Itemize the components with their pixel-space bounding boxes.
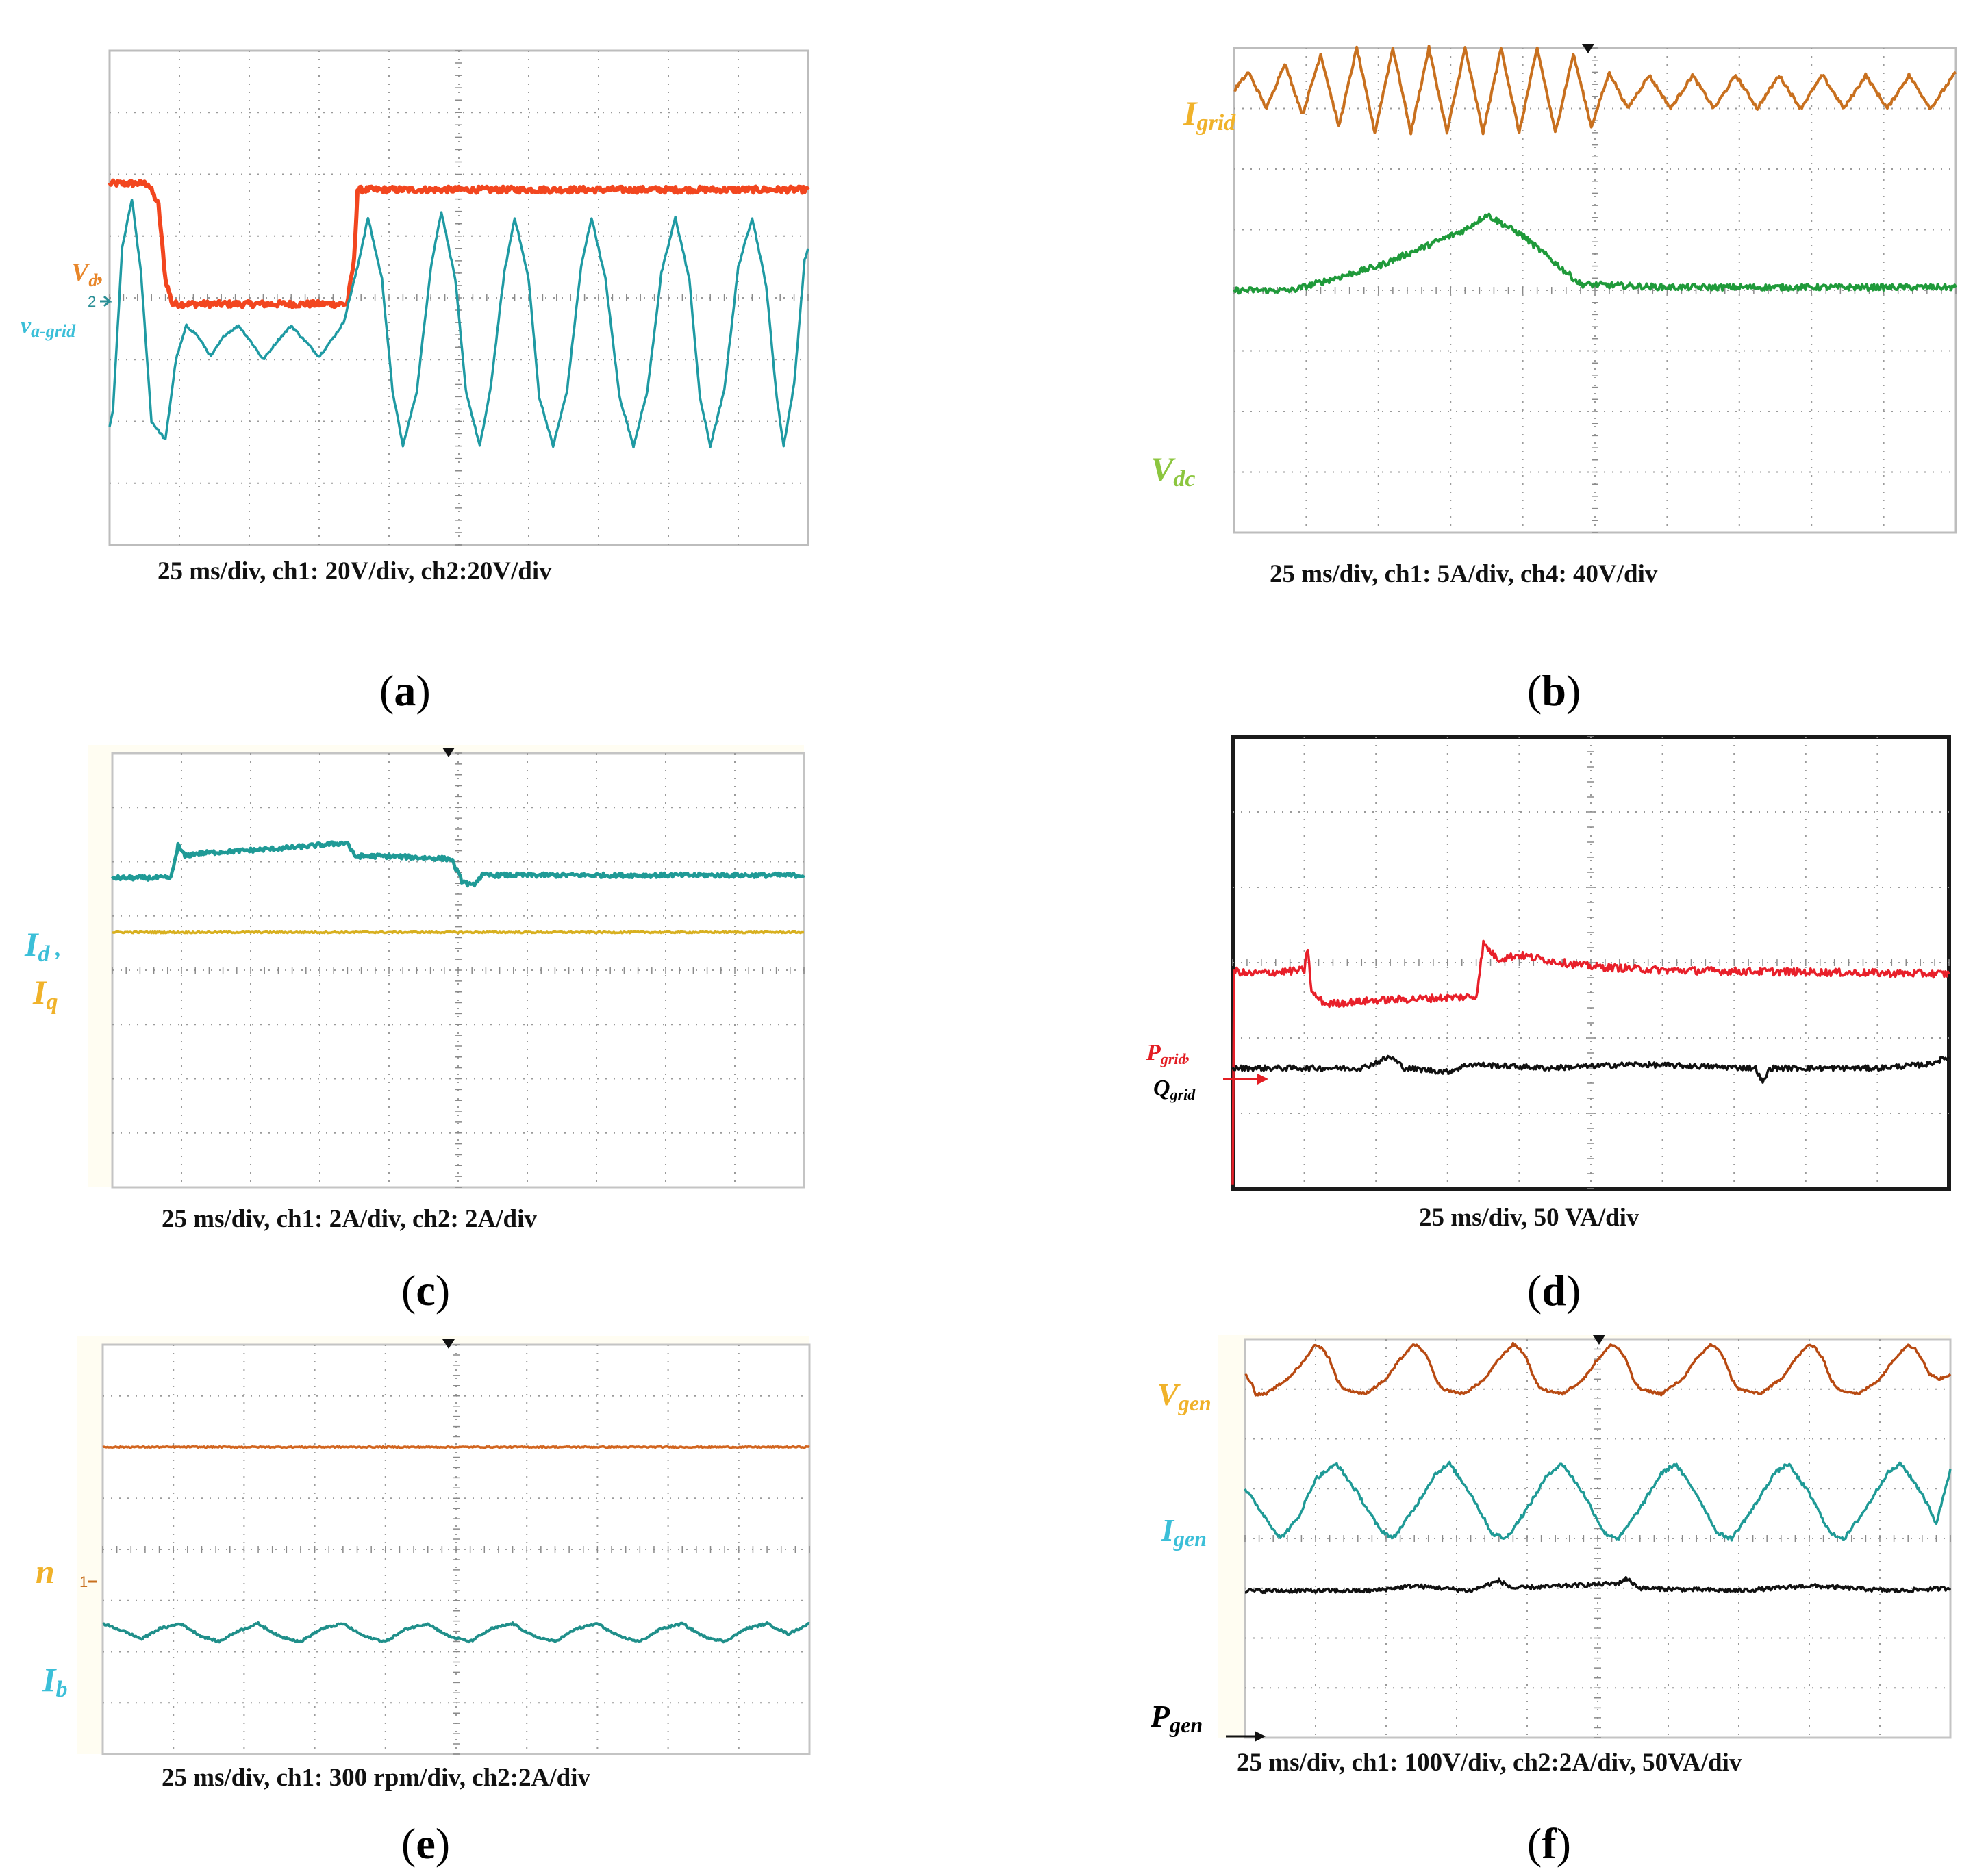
- panel-a-label: (a): [379, 666, 431, 715]
- panel-a-center-ticks: [109, 50, 809, 546]
- panel-a-caption: 25 ms/div, ch1: 20V/div, ch2:20V/div: [158, 557, 552, 585]
- panel-d-label-qgrid: Qgrid: [1153, 1076, 1196, 1103]
- panel-c-label-iq: Iq: [32, 973, 58, 1015]
- panel-d-grid: [1232, 736, 1950, 1189]
- panel-d-pointer-arrow-icon: [1257, 1074, 1268, 1085]
- panel-f-label-vgen: Vgen: [1157, 1377, 1211, 1415]
- panel-b-label-vdc: Vdc: [1151, 450, 1195, 492]
- panel-d-caption: 25 ms/div, 50 VA/div: [1419, 1204, 1639, 1232]
- panel-d-center-ticks: [1232, 736, 1950, 1189]
- panel-b-label: (b): [1527, 666, 1581, 715]
- panel-f: Vgen Igen Pgen 25 ms/div, ch1: 100V/div,…: [1150, 1335, 1952, 1868]
- panel-e-trigger-icon: [442, 1339, 455, 1349]
- panel-e-caption: 25 ms/div, ch1: 300 rpm/div, ch2:2A/div: [162, 1764, 590, 1792]
- panel-c: Id , Iq 25 ms/div, ch1: 2A/div, ch2: 2A/…: [24, 745, 805, 1315]
- panel-e-channel-marker: 1: [79, 1573, 88, 1590]
- panel-c-center-ticks: [112, 752, 805, 1188]
- panel-e-traces: [102, 1445, 810, 1644]
- panel-d-traces: [1231, 939, 1950, 1185]
- panel-b-trigger-icon: [1582, 44, 1594, 53]
- panel-f-caption: 25 ms/div, ch1: 100V/div, ch2:2A/div, 50…: [1237, 1749, 1742, 1777]
- panel-b-label-igrid: Igrid: [1183, 94, 1236, 136]
- panel-b-caption: 25 ms/div, ch1: 5A/div, ch4: 40V/div: [1270, 560, 1658, 588]
- panel-c-traces: [110, 840, 805, 935]
- panel-b-grid: [1233, 47, 1957, 533]
- panel-a: Vd, va-grid 2 25 ms/div, ch1: 20V/div, c…: [21, 49, 810, 715]
- panel-e: n 1 Ib 25 ms/div, ch1: 300 rpm/div, ch2:…: [36, 1336, 811, 1868]
- panel-c-caption: 25 ms/div, ch1: 2A/div, ch2: 2A/div: [162, 1205, 537, 1233]
- panel-b-trace-igrid: [1233, 45, 1957, 136]
- panel-f-traces: [1244, 1341, 1952, 1595]
- panel-a-ground-arrow-icon: [100, 295, 112, 307]
- panel-a-label-va-grid: va-grid: [21, 313, 76, 341]
- panel-a-trace-va-grid: [108, 199, 809, 449]
- panel-c-trace-id: [110, 840, 805, 888]
- panel-f-trace-vgen: [1244, 1341, 1952, 1397]
- panel-a-traces: [108, 178, 810, 449]
- panel-c-trace-iq: [112, 930, 805, 935]
- panel-a-channel-marker: 2: [88, 293, 96, 310]
- panel-f-trace-pgen: [1244, 1576, 1952, 1595]
- panel-d-label-pgrid: Pgrid,: [1146, 1040, 1190, 1067]
- panel-d-trace-qgrid: [1231, 1054, 1950, 1084]
- panel-f-label-igen: Igen: [1161, 1512, 1207, 1551]
- panel-a-grid: [109, 50, 809, 546]
- panel-c-trigger-icon: [442, 748, 455, 757]
- panel-e-trace-n: [102, 1445, 810, 1449]
- panel-b-trace-vdc: [1233, 212, 1957, 295]
- panel-f-trace-igen: [1244, 1460, 1952, 1542]
- panel-c-label: (c): [401, 1266, 450, 1315]
- panel-b: Igrid Vdc 25 ms/div, ch1: 5A/div, ch4: 4…: [1151, 44, 1957, 715]
- panel-c-grid: [112, 752, 805, 1188]
- panel-f-trigger-icon: [1593, 1335, 1605, 1345]
- panel-e-label-n: n: [36, 1552, 55, 1590]
- panel-d-trace-pgrid: [1231, 939, 1950, 1185]
- panel-c-label-id: Id ,: [24, 925, 61, 967]
- panel-f-pointer-arrow-icon: [1255, 1731, 1266, 1742]
- panel-d: Pgrid, Qgrid 25 ms/div, 50 VA/div (d): [1146, 735, 1951, 1315]
- panel-e-label-ib: Ib: [42, 1660, 67, 1702]
- panel-d-label: (d): [1527, 1266, 1581, 1315]
- panel-a-trace-vd: [108, 178, 810, 309]
- panel-e-trace-ib: [102, 1621, 810, 1644]
- panel-f-label: (f): [1527, 1819, 1571, 1868]
- panel-a-label-vd: Vd,: [71, 258, 104, 290]
- panel-b-traces: [1233, 45, 1957, 295]
- panel-e-label: (e): [401, 1819, 450, 1868]
- panel-f-label-pgen: Pgen: [1150, 1699, 1203, 1737]
